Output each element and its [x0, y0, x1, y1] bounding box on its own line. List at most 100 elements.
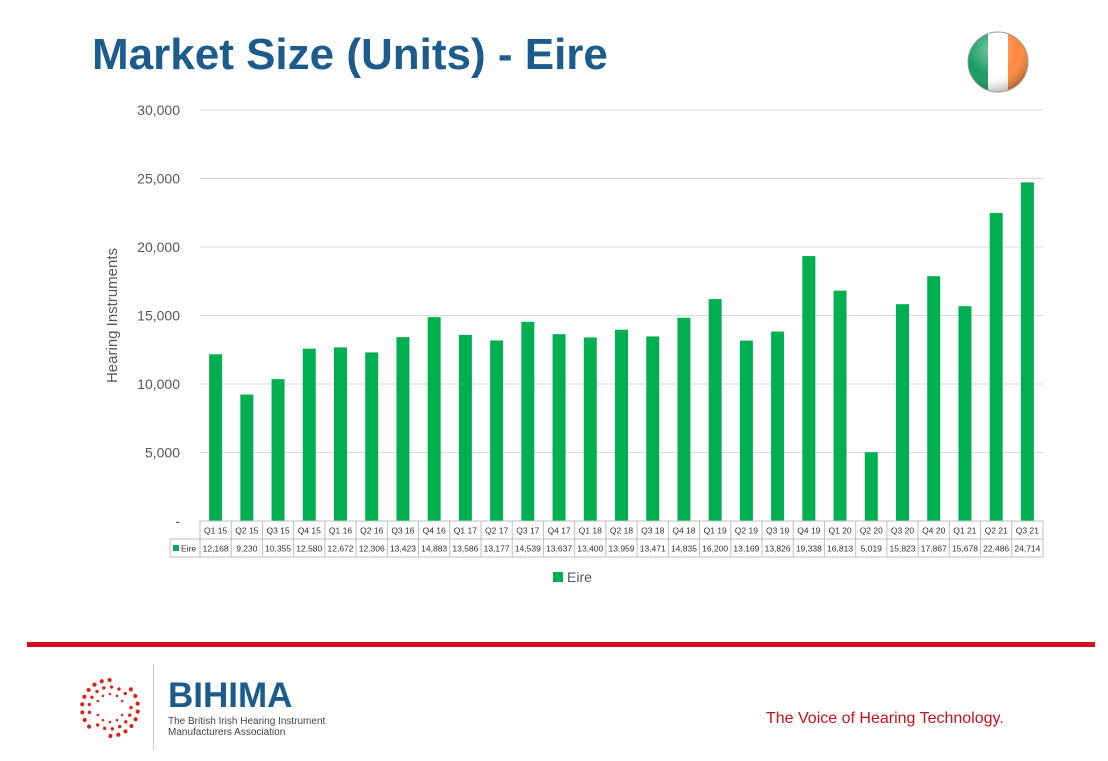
- data-label: 13,400: [577, 544, 603, 554]
- y-tick-label: 15,000: [137, 308, 180, 324]
- brand-subtitle: The British Irish Hearing Instrument Man…: [168, 716, 326, 738]
- logo-dot: [108, 692, 112, 696]
- table-legend-key: [173, 545, 179, 551]
- logo-dot: [128, 713, 132, 717]
- data-label: 15,678: [952, 544, 978, 554]
- x-tick-label: Q1 21: [953, 526, 976, 536]
- bar: [927, 276, 941, 521]
- logo-dot: [123, 691, 127, 696]
- data-label: 14,835: [671, 544, 697, 554]
- bar: [583, 337, 597, 521]
- bar: [552, 334, 566, 521]
- logo-dot: [95, 723, 100, 727]
- logo-dot: [102, 726, 107, 731]
- x-tick-label: Q4 15: [298, 526, 321, 536]
- bar: [302, 348, 316, 521]
- x-tick-label: Q2 15: [235, 526, 258, 536]
- x-tick-label: Q1 16: [329, 526, 352, 536]
- bar: [615, 329, 628, 521]
- logo-dot: [87, 710, 92, 714]
- logo-dot: [96, 699, 100, 703]
- bar: [427, 317, 441, 521]
- data-label: 13,177: [484, 544, 510, 554]
- logo-dot: [99, 679, 104, 684]
- data-label: 16,813: [827, 544, 853, 554]
- legend-label: Eire: [567, 569, 592, 585]
- bar: [365, 352, 379, 521]
- bar: [833, 290, 847, 521]
- logo-dot: [135, 701, 140, 706]
- legend-swatch: [553, 572, 563, 582]
- x-tick-label: Q3 15: [266, 526, 289, 536]
- logo-dot: [129, 705, 133, 710]
- x-tick-label: Q1 17: [454, 526, 477, 536]
- bar: [646, 336, 660, 521]
- logo-dot: [82, 717, 87, 723]
- bar: [458, 334, 472, 521]
- bar: [802, 256, 816, 521]
- logo-dot: [110, 727, 115, 731]
- logo-dot: [92, 682, 97, 687]
- logo-dot: [101, 694, 105, 698]
- bar: [677, 317, 691, 521]
- data-label: 13,471: [640, 544, 666, 554]
- bar: [396, 337, 410, 521]
- y-tick-label: 5,000: [145, 445, 180, 461]
- y-axis-label: Hearing Instruments: [104, 248, 121, 383]
- logo-dot: [115, 718, 119, 722]
- logo-dot: [102, 686, 106, 690]
- data-label: 13,637: [546, 544, 572, 554]
- data-label: 12,306: [359, 544, 385, 554]
- logo-dot: [129, 723, 134, 729]
- bar: [739, 340, 753, 521]
- data-label: 14,883: [421, 544, 447, 554]
- logo-dot: [80, 702, 85, 707]
- footer-divider: [27, 642, 1095, 647]
- x-tick-label: Q2 21: [985, 526, 1008, 536]
- x-tick-label: Q2 19: [735, 526, 758, 536]
- logo-dot: [90, 695, 94, 699]
- x-tick-label: Q2 20: [860, 526, 883, 536]
- bar: [334, 347, 347, 521]
- x-tick-label: Q4 16: [423, 526, 446, 536]
- logo-dot: [96, 713, 100, 717]
- y-tick-label: 25,000: [137, 171, 180, 187]
- y-tick-label: 30,000: [137, 102, 180, 118]
- table-series-name: Eire: [181, 544, 196, 554]
- logo-dot: [118, 724, 122, 729]
- logo-dot: [86, 687, 91, 693]
- logo-dot: [123, 729, 128, 734]
- logo-dot: [117, 687, 121, 691]
- logo-dot: [101, 718, 105, 722]
- data-label: 24,714: [1014, 544, 1040, 554]
- logo-dot: [108, 733, 113, 739]
- logo-dot: [135, 709, 140, 714]
- logo-dot: [107, 677, 112, 683]
- data-label: 13,423: [390, 544, 416, 554]
- logo-dot: [116, 732, 121, 737]
- logo-dot: [133, 693, 138, 699]
- bar: [240, 394, 254, 521]
- x-tick-label: Q1 15: [204, 526, 227, 536]
- x-tick-label: Q3 19: [766, 526, 789, 536]
- data-label: 22,486: [983, 544, 1009, 554]
- bar: [209, 354, 223, 521]
- bihima-dot-ring-logo-icon: [80, 677, 140, 739]
- x-tick-label: Q3 17: [516, 526, 539, 536]
- ireland-flag-icon: [967, 31, 1029, 93]
- bar: [521, 321, 535, 521]
- bar: [989, 212, 1003, 521]
- x-tick-label: Q3 18: [641, 526, 664, 536]
- data-label: 16,200: [702, 544, 728, 554]
- x-tick-label: Q4 17: [547, 526, 570, 536]
- logo-dot: [108, 720, 112, 724]
- logo-dot: [95, 689, 99, 694]
- x-tick-label: Q4 18: [672, 526, 695, 536]
- logo-dot: [115, 694, 119, 698]
- logo-dot: [86, 724, 92, 729]
- data-label: 19,338: [796, 544, 822, 554]
- logo-dot: [87, 702, 91, 707]
- x-tick-label: Q3 20: [891, 526, 914, 536]
- page-title: Market Size (Units) - Eire: [92, 30, 608, 79]
- data-label: 13,826: [765, 544, 791, 554]
